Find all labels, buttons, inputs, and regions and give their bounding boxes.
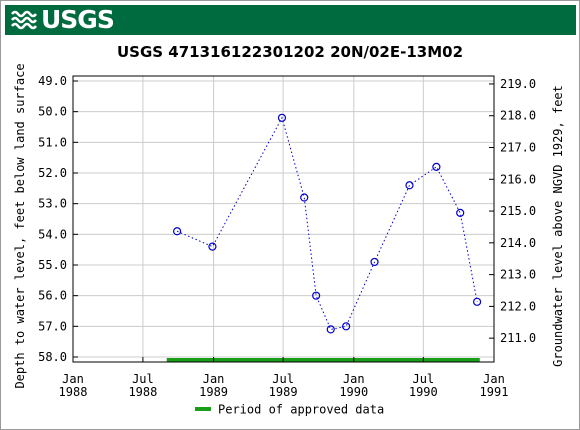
left-tick-label: 54.0 [38,227,67,241]
x-tick-label-year: 1990 [409,385,438,399]
x-tick-label-year: 1990 [339,385,368,399]
right-axis: 219.0 218.0 217.0 216.0 215.0 214.0 213.0 212.0… [489,77,536,345]
right-tick-label: 218.0 [500,109,536,123]
series-line [176,116,478,330]
data-point [456,208,465,217]
right-tick-label: 217.0 [500,141,536,155]
x-tick-label-month: Jul [412,372,434,386]
x-tick-label-year: 1989 [269,385,298,399]
legend-label: Period of approved data [218,403,384,417]
x-tick-label-month: Jan [203,372,225,386]
right-tick-label: 216.0 [500,172,536,186]
data-point [277,113,287,122]
left-tick-label: 49.0 [38,74,67,88]
data-point [300,193,309,202]
usgs-logo-text: USGS [41,5,115,34]
x-tick-label-year: 1989 [199,385,228,399]
x-tick-label-month: Jan [483,372,505,386]
x-tick-label-year: 1988 [59,385,88,399]
legend-swatch [195,407,211,411]
approved-period-bar [166,358,480,362]
y-axis-left-label: Depth to water level, feet below land su… [13,63,27,388]
y-axis-right-label: Groundwater level above NGVD 1929, feet [551,85,565,367]
data-point [208,242,217,251]
right-tick-label: 212.0 [500,299,536,313]
data-point [342,322,351,331]
data-point [312,291,321,300]
x-tick-label-month: Jul [272,372,294,386]
x-tick-label-month: Jul [132,372,154,386]
usgs-logo[interactable]: USGS [11,5,115,34]
right-tick-label: 215.0 [500,204,536,218]
left-tick-label: 52.0 [38,166,67,180]
chart-title: USGS 471316122301202 20N/02E-13M02 [116,43,464,61]
usgs-banner: USGS [5,5,576,35]
left-tick-label: 55.0 [38,258,67,272]
left-tick-label: 53.0 [38,197,67,211]
data-point [405,181,414,190]
left-tick-label: 58.0 [38,350,67,364]
x-tick-label-month: Jan [343,372,365,386]
left-tick-label: 56.0 [38,289,67,303]
left-tick-label: 51.0 [38,135,67,149]
approved-period-layer [166,358,480,362]
left-axis: 49.0 50.0 51.0 52.0 53.0 54.0 55.0 56.0 57.0 58.0 [38,74,78,364]
right-tick-label: 213.0 [500,268,536,282]
data-point [432,162,441,171]
x-axis: Jan1988Jul1988Jan1989Jul1989Jan1990Jul19… [59,357,509,399]
legend: Period of approved data [195,403,384,417]
series-layer [172,113,482,334]
left-tick-label: 50.0 [38,105,67,119]
x-tick-label-year: 1988 [128,385,157,399]
x-tick-label-month: Jan [62,372,84,386]
grid-lines [72,76,495,362]
left-tick-label: 57.0 [38,319,67,333]
x-tick-label-year: 1991 [480,385,509,399]
data-point [472,297,482,306]
data-point [172,227,182,236]
usgs-wave-icon [11,10,37,30]
right-tick-label: 211.0 [500,331,536,345]
data-point [326,325,335,334]
right-tick-label: 214.0 [500,236,536,250]
data-point [370,257,379,267]
right-tick-label: 219.0 [500,77,536,91]
